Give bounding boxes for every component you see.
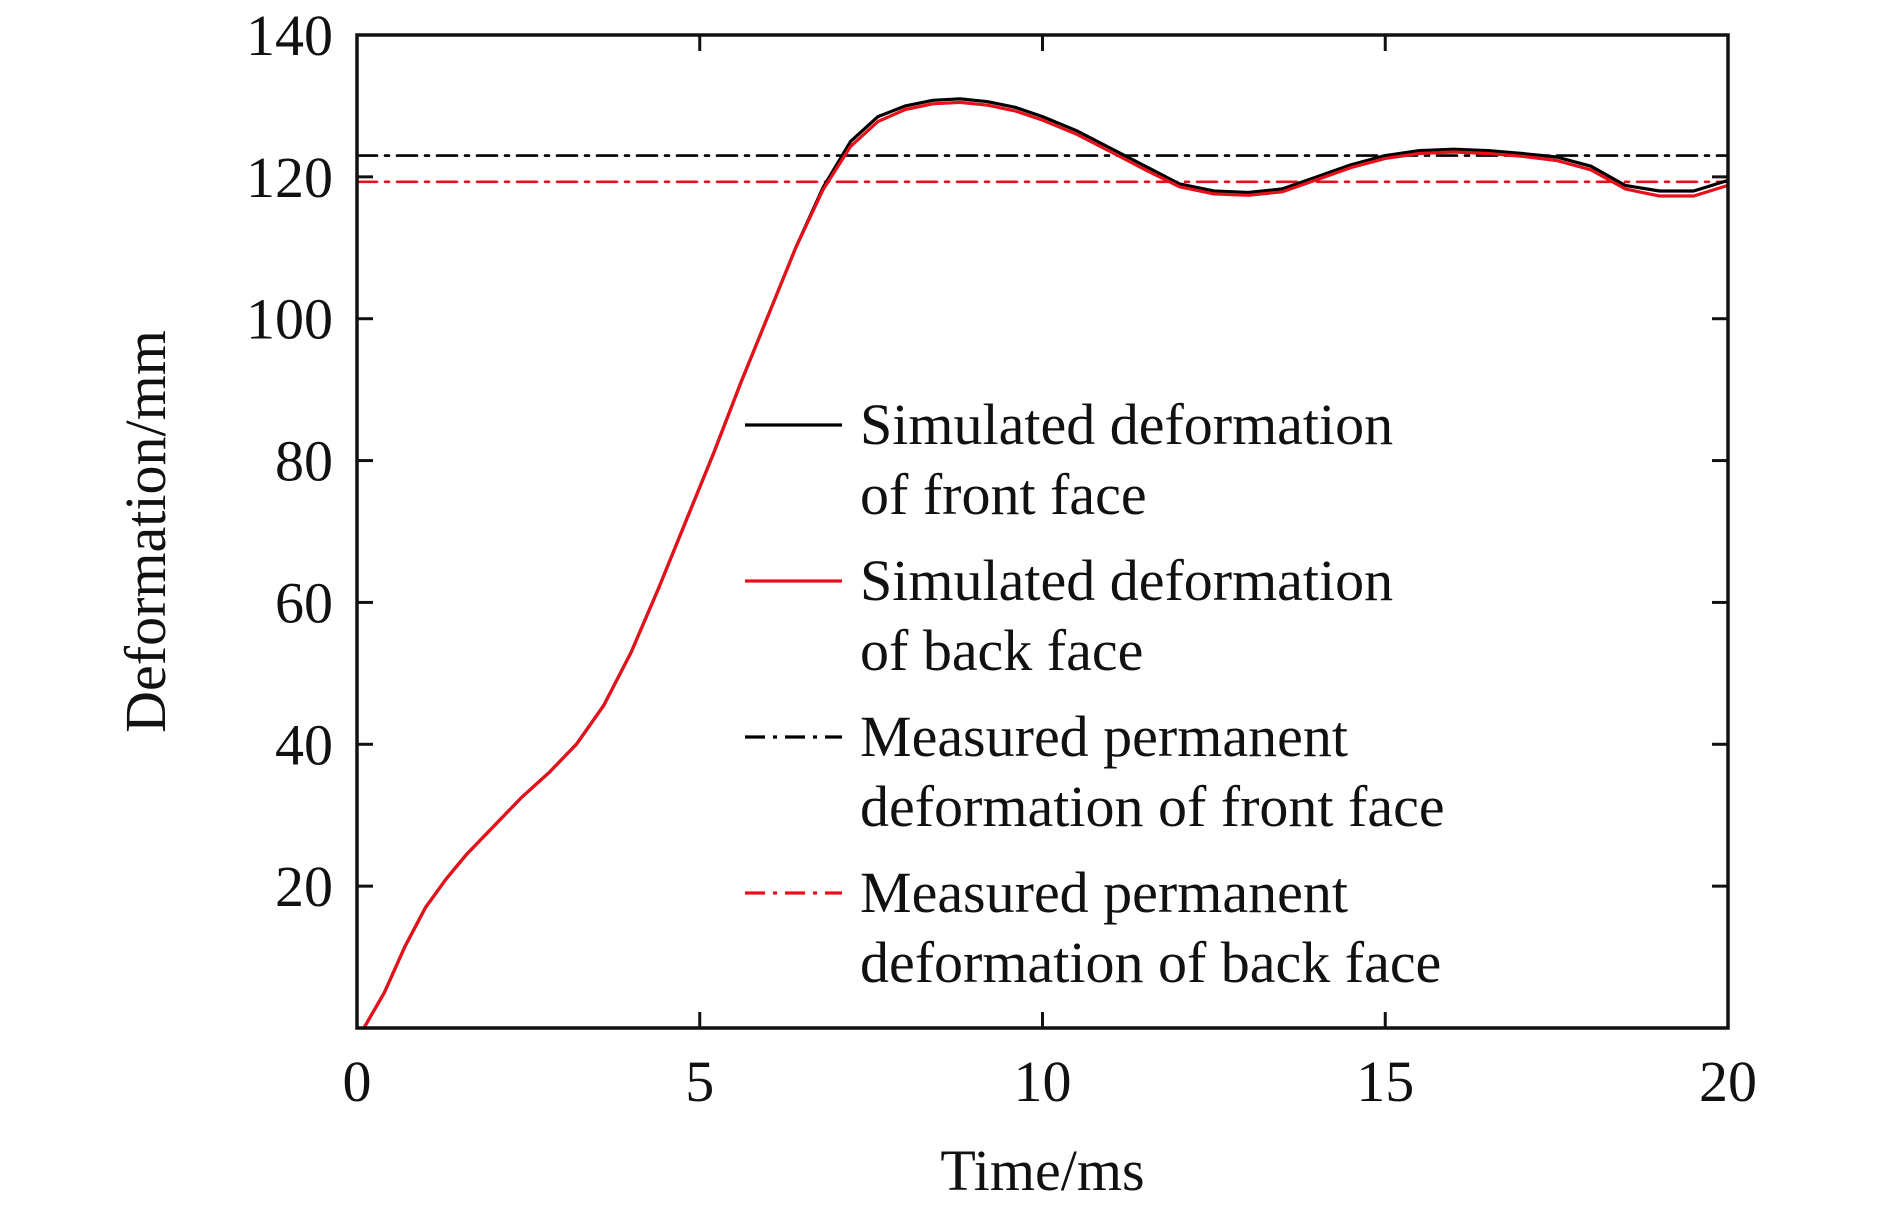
x-tick-label: 20: [1699, 1049, 1757, 1114]
legend-label-3: deformation of front face: [860, 774, 1445, 839]
y-axis-label: Deformation/mm: [113, 330, 178, 733]
y-tick-label: 100: [246, 287, 333, 352]
legend-label-2: of back face: [860, 618, 1143, 683]
y-tick-label: 20: [275, 854, 333, 919]
tick-layer: 0 5 10 15 20 20 40 60 80 100 120 140: [246, 3, 1757, 1114]
y-tick-label: 140: [246, 3, 333, 68]
series-layer: [355, 97, 1730, 1030]
legend-label-2: Simulated deformation: [860, 548, 1393, 613]
series-line-2: [362, 100, 1730, 1030]
x-tick-label: 10: [1014, 1049, 1072, 1114]
legend-label-4: deformation of back face: [860, 930, 1441, 995]
legend-label-3: Measured permanent: [860, 704, 1348, 769]
y-tick-label: 60: [275, 570, 333, 635]
x-tick-label: 15: [1356, 1049, 1414, 1114]
y-tick-label: 120: [246, 145, 333, 210]
legend-label-1: of front face: [860, 462, 1147, 527]
x-axis-label: Time/ms: [940, 1138, 1144, 1203]
legend-label-1: Simulated deformation: [860, 392, 1393, 457]
y-tick-label: 80: [275, 429, 333, 494]
x-tick-label: 5: [685, 1049, 714, 1114]
x-tick-label: 0: [343, 1049, 372, 1114]
y-tick-label: 40: [275, 712, 333, 777]
legend-label-4: Measured permanent: [860, 860, 1348, 925]
